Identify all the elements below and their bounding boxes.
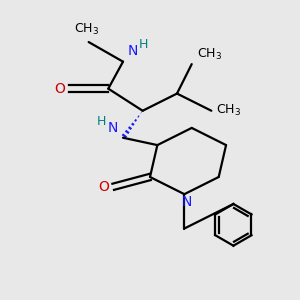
Text: CH$_3$: CH$_3$ bbox=[196, 46, 222, 62]
Text: O: O bbox=[55, 82, 65, 96]
Text: N: N bbox=[108, 121, 118, 135]
Text: H: H bbox=[97, 115, 106, 128]
Text: N: N bbox=[128, 44, 138, 58]
Text: N: N bbox=[182, 195, 192, 209]
Text: CH$_3$: CH$_3$ bbox=[74, 22, 99, 37]
Text: H: H bbox=[139, 38, 148, 51]
Text: O: O bbox=[99, 180, 110, 194]
Text: CH$_3$: CH$_3$ bbox=[216, 103, 242, 118]
